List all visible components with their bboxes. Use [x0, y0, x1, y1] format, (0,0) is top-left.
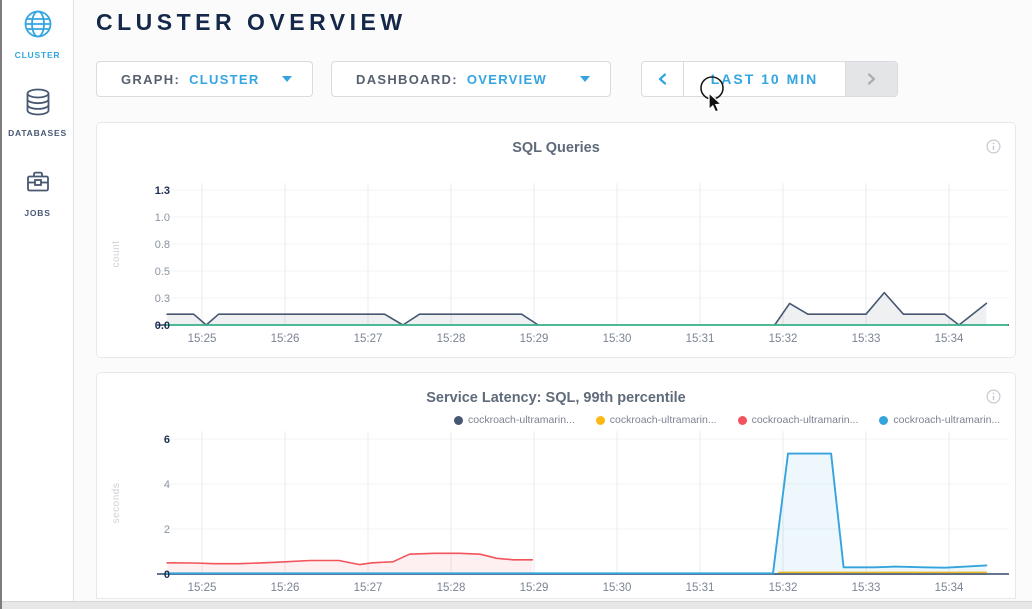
- y-tick-label: 1.3: [155, 185, 170, 197]
- chart-title: Service Latency: SQL, 99th percentile: [426, 390, 686, 406]
- y-tick-label: 0: [164, 569, 170, 581]
- y-axis-title: count: [111, 241, 122, 268]
- dashboard-dropdown[interactable]: DASHBOARD: OVERVIEW: [331, 61, 611, 97]
- graph-dropdown-value: CLUSTER: [189, 71, 260, 87]
- series-fill-latency-red: [167, 553, 533, 574]
- x-tick-label: 15:28: [437, 582, 466, 594]
- series-line-latency-light-blue: [166, 452, 988, 575]
- database-icon: [22, 86, 54, 123]
- sql-queries-chart-canvas[interactable]: 0.0 0.3 0.5 0.8 1.0 1.3 15:25 15:26 15:27 15:28 15…: [97, 123, 1017, 359]
- controls-bar: GRAPH: CLUSTER DASHBOARD: OVERVIEW LAST …: [96, 61, 898, 97]
- legend-dot-icon: [595, 415, 605, 425]
- x-tick-label: 15:31: [686, 582, 715, 594]
- x-tick-label: 15:32: [769, 333, 798, 345]
- x-tick-label: 15:30: [603, 582, 632, 594]
- series-line-latency-red: [166, 552, 534, 566]
- sidebar: CLUSTER DATABASES: [2, 0, 74, 601]
- next-time-button[interactable]: [845, 62, 897, 96]
- dashboard-dropdown-label: DASHBOARD:: [356, 71, 458, 87]
- briefcase-icon: [22, 166, 54, 203]
- x-tick-label: 15:31: [686, 333, 715, 345]
- x-tick-label: 15:27: [354, 333, 383, 345]
- legend-label: cockroach-ultramarin...: [893, 414, 1001, 426]
- sidebar-item-label: CLUSTER: [14, 50, 61, 60]
- legend-item[interactable]: cockroach-ultramarin...: [454, 414, 575, 426]
- chevron-right-icon: [867, 73, 876, 85]
- x-tick-label: 15:26: [271, 333, 300, 345]
- page-title: CLUSTER OVERVIEW: [96, 9, 407, 35]
- legend-label: cockroach-ultramarin...: [468, 414, 575, 426]
- legend-dot-icon: [737, 415, 747, 425]
- info-icon[interactable]: [986, 139, 1001, 159]
- x-tick-label: 15:34: [935, 333, 964, 345]
- chevron-down-icon: [282, 76, 292, 82]
- y-tick-label: 0.0: [155, 320, 170, 332]
- legend-dot-icon: [454, 415, 463, 425]
- time-window-label[interactable]: LAST 10 MIN: [710, 71, 819, 87]
- bottom-bar: [0, 601, 1032, 609]
- legend-dot-icon: [879, 415, 889, 425]
- globe-icon: [22, 8, 54, 45]
- series-line-queries-dark-slate: [166, 313, 539, 326]
- series-fill-latency-light-blue: [167, 453, 987, 574]
- latency-legend: cockroach-ultramarin... cockroach-ultrama…: [454, 414, 1000, 426]
- x-tick-label: 15:33: [852, 582, 881, 594]
- x-tick-label: 15:25: [188, 333, 217, 345]
- sql-queries-card: SQL Queries 0.0 0.3 0.5 0.8 1.0 1.3 15:25 15:26…: [96, 122, 1016, 358]
- prev-time-button[interactable]: [642, 62, 684, 96]
- series-line-queries-dark-slate: [773, 291, 988, 326]
- series-fill-queries-dark-slate: [774, 292, 987, 325]
- y-tick-label: 4: [164, 479, 170, 491]
- chevron-down-icon: [580, 76, 590, 82]
- service-latency-card: Service Latency: SQL, 99th percentile co…: [96, 372, 1016, 599]
- x-tick-label: 15:28: [437, 333, 466, 345]
- y-tick-label: 6: [164, 434, 170, 446]
- time-window-selector: LAST 10 MIN: [641, 61, 898, 97]
- x-tick-label: 15:27: [354, 582, 383, 594]
- y-tick-label: 0.5: [155, 266, 170, 278]
- y-tick-label: 2: [164, 524, 170, 536]
- dashboard-dropdown-value: OVERVIEW: [466, 71, 548, 87]
- x-tick-label: 15:29: [520, 582, 549, 594]
- legend-label: cockroach-ultramarin...: [609, 414, 717, 426]
- legend-label: cockroach-ultramarin...: [751, 414, 859, 426]
- x-tick-label: 15:30: [603, 333, 632, 345]
- x-tick-label: 15:32: [769, 582, 798, 594]
- y-tick-label: 0.8: [155, 239, 170, 251]
- graph-dropdown-label: GRAPH:: [121, 71, 181, 87]
- x-tick-label: 15:26: [271, 582, 300, 594]
- y-tick-label: 0.3: [155, 293, 170, 305]
- sidebar-item-databases[interactable]: DATABASES: [2, 86, 73, 138]
- legend-item[interactable]: cockroach-ultramarin...: [737, 414, 859, 426]
- series-fill-queries-dark-slate: [167, 314, 539, 325]
- sidebar-item-cluster[interactable]: CLUSTER: [2, 8, 73, 60]
- window-edge: [0, 0, 2, 609]
- sidebar-item-label: DATABASES: [8, 128, 67, 138]
- chevron-left-icon: [658, 73, 667, 85]
- legend-item[interactable]: cockroach-ultramarin...: [879, 414, 1000, 426]
- x-tick-label: 15:29: [520, 333, 549, 345]
- x-tick-label: 15:25: [188, 582, 217, 594]
- x-tick-label: 15:34: [935, 582, 964, 594]
- service-latency-chart-canvas[interactable]: 0 2 4 6 15:25 15:26 15:27 15:28 15:29 15:30 15:31 1…: [97, 373, 1017, 600]
- info-icon[interactable]: [986, 389, 1001, 409]
- x-tick-label: 15:33: [852, 333, 881, 345]
- graph-dropdown[interactable]: GRAPH: CLUSTER: [96, 61, 313, 97]
- y-axis-title: seconds: [111, 483, 122, 524]
- sidebar-item-jobs[interactable]: JOBS: [2, 166, 73, 218]
- chart-title: SQL Queries: [512, 140, 600, 156]
- sidebar-item-label: JOBS: [24, 208, 51, 218]
- legend-item[interactable]: cockroach-ultramarin...: [595, 414, 717, 426]
- y-tick-label: 1.0: [155, 212, 170, 224]
